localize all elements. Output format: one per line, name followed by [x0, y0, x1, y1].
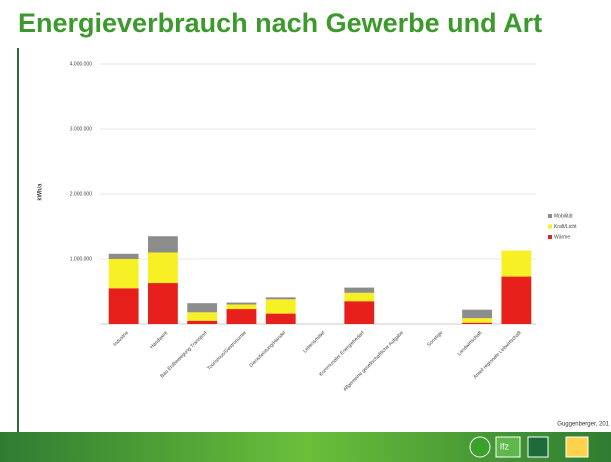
- legend-swatch: [548, 235, 552, 239]
- legend-swatch: [548, 224, 552, 229]
- logo-crest: [527, 436, 549, 458]
- bar-segment: [501, 250, 532, 277]
- bar-segment: [462, 322, 493, 324]
- bar-segment: [265, 299, 296, 314]
- slide-title: Energieverbrauch nach Gewerbe und Art: [18, 8, 542, 38]
- bar-segment: [108, 259, 139, 289]
- bar-segment: [108, 253, 139, 259]
- background: [0, 0, 611, 432]
- y-tick-label: 3.000.000: [70, 126, 92, 132]
- bar-segment: [462, 318, 493, 323]
- logo-circle: [469, 436, 491, 458]
- bar-segment: [344, 287, 375, 293]
- bar-segment: [187, 303, 218, 313]
- legend-label: Wärme: [554, 234, 570, 240]
- bar-segment: [226, 309, 257, 324]
- bar-segment: [187, 320, 218, 324]
- logo-sun: [565, 436, 589, 458]
- bar-segment: [265, 297, 296, 300]
- bar-segment: [462, 309, 493, 319]
- legend-swatch: [548, 214, 552, 218]
- bar-segment: [226, 304, 257, 310]
- y-axis-label: kWh/a: [38, 183, 44, 201]
- bar-segment: [501, 276, 532, 324]
- bar-segment: [147, 236, 178, 253]
- legend-label: Mobilität: [554, 213, 573, 219]
- logo-box: [495, 436, 521, 458]
- y-tick-label: 4.000.000: [70, 61, 92, 67]
- bar-segment: [147, 283, 178, 324]
- bar-segment: [226, 302, 257, 305]
- y-tick-label: 2.000.000: [70, 191, 92, 197]
- credit: Guggenberger, 201: [557, 422, 609, 428]
- bar-segment: [187, 312, 218, 321]
- bar-segment: [344, 292, 375, 302]
- bar-segment: [147, 252, 178, 284]
- bar-segment: [108, 288, 139, 324]
- bar-segment: [265, 313, 296, 324]
- y-tick-label: 1.000.000: [70, 256, 92, 262]
- bar-segment: [344, 301, 375, 324]
- legend-label: Kraft/Licht: [554, 224, 577, 230]
- logo-text: lfz: [500, 441, 510, 451]
